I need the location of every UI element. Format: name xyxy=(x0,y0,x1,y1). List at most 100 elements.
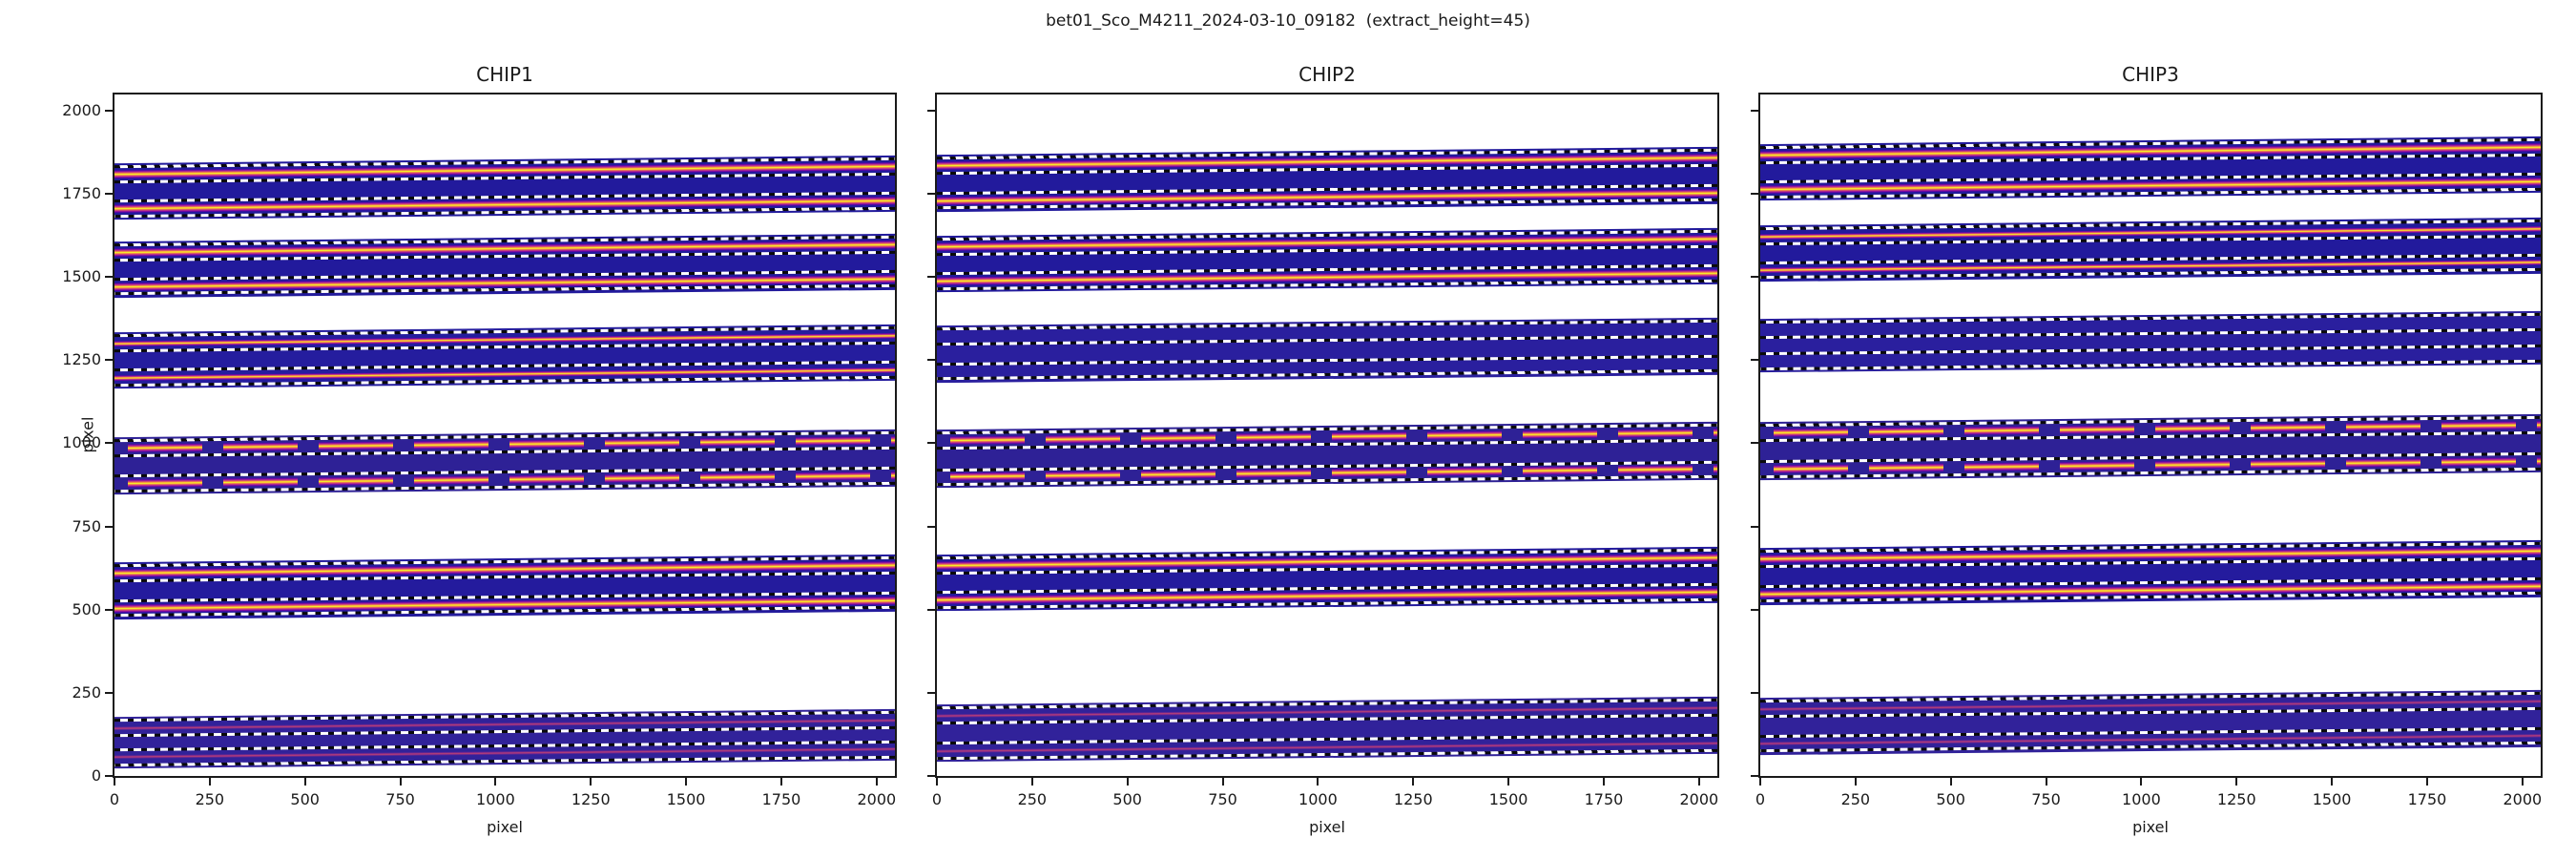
x-tick xyxy=(2521,778,2524,786)
chip-axes xyxy=(935,93,1719,778)
x-tick-label: 0 xyxy=(109,790,120,808)
order-band xyxy=(114,324,895,389)
extraction-edge-line xyxy=(937,368,1717,381)
order-band xyxy=(937,146,1717,212)
x-tick-label: 750 xyxy=(1208,790,1237,808)
order-band xyxy=(1760,539,2541,605)
x-tick-label: 250 xyxy=(1017,790,1048,808)
x-tick xyxy=(1854,778,1857,786)
x-axis-label: pixel xyxy=(487,818,523,836)
x-tick-label: 500 xyxy=(1936,790,1965,808)
x-tick-label: 1500 xyxy=(666,790,706,808)
x-tick xyxy=(1507,778,1510,786)
x-tick xyxy=(1949,778,1952,786)
x-tick xyxy=(2045,778,2047,786)
chip-title: CHIP2 xyxy=(1298,63,1356,86)
x-tick xyxy=(779,778,782,786)
x-tick-label: 1250 xyxy=(571,790,611,808)
x-tick-label: 750 xyxy=(385,790,415,808)
y-tick-label: 1250 xyxy=(62,350,101,369)
order-band xyxy=(937,227,1717,292)
order-band xyxy=(1760,689,2541,756)
x-tick-label: 1000 xyxy=(2122,790,2161,808)
x-tick xyxy=(936,778,938,786)
x-tick xyxy=(2425,778,2428,786)
extraction-edge-line xyxy=(937,334,1717,346)
x-tick-label: 2000 xyxy=(2503,790,2543,808)
y-tick xyxy=(927,359,935,362)
x-tick-label: 1250 xyxy=(1393,790,1433,808)
order-band xyxy=(1760,136,2541,201)
y-tick xyxy=(1751,525,1758,528)
x-tick-label: 750 xyxy=(2031,790,2061,808)
y-tick-label: 1750 xyxy=(62,183,101,202)
extraction-edge-line xyxy=(1760,328,2541,340)
y-tick xyxy=(105,109,113,112)
chip-axes xyxy=(113,93,897,778)
x-tick-label: 1250 xyxy=(2216,790,2256,808)
x-tick-label: 2000 xyxy=(1679,790,1719,808)
x-tick-label: 250 xyxy=(195,790,225,808)
y-tick xyxy=(1751,775,1758,777)
order-band xyxy=(114,708,895,768)
x-tick xyxy=(303,778,306,786)
y-tick xyxy=(1751,359,1758,362)
y-tick xyxy=(105,192,113,195)
y-tick xyxy=(105,276,113,279)
order-band xyxy=(937,421,1717,489)
y-tick-label: 500 xyxy=(72,599,101,618)
x-tick-label: 500 xyxy=(290,790,320,808)
order-band xyxy=(937,547,1717,612)
y-tick xyxy=(1751,276,1758,279)
x-tick xyxy=(2140,778,2143,786)
y-tick-label: 750 xyxy=(72,516,101,535)
order-band xyxy=(1760,311,2541,373)
order-band xyxy=(937,317,1717,383)
x-tick xyxy=(1759,778,1761,786)
y-tick xyxy=(105,442,113,445)
y-tick-label: 0 xyxy=(91,766,101,785)
y-tick xyxy=(105,691,113,694)
y-tick-label: 1000 xyxy=(62,433,101,452)
x-tick xyxy=(399,778,402,786)
y-tick-label: 1500 xyxy=(62,267,101,286)
chip-title: CHIP3 xyxy=(2122,63,2179,86)
x-tick xyxy=(1697,778,1700,786)
extraction-edge-line xyxy=(1760,345,2541,357)
y-tick xyxy=(927,525,935,528)
y-tick xyxy=(1751,192,1758,195)
x-tick xyxy=(208,778,211,786)
y-tick xyxy=(1751,109,1758,112)
order-band xyxy=(114,554,895,619)
order-band xyxy=(114,429,895,495)
y-tick xyxy=(105,359,113,362)
y-tick xyxy=(927,276,935,279)
x-tick-label: 1000 xyxy=(476,790,515,808)
y-tick xyxy=(1751,608,1758,611)
x-tick xyxy=(1221,778,1224,786)
x-tick xyxy=(1030,778,1033,786)
y-tick-label: 250 xyxy=(72,682,101,702)
x-tick xyxy=(875,778,878,786)
order-band xyxy=(114,155,895,220)
x-axis-label: pixel xyxy=(1309,818,1345,836)
y-tick xyxy=(927,775,935,777)
x-tick-label: 1750 xyxy=(1584,790,1624,808)
y-tick xyxy=(927,608,935,611)
y-tick xyxy=(105,608,113,611)
y-tick xyxy=(1751,691,1758,694)
x-tick xyxy=(1412,778,1415,786)
x-tick xyxy=(685,778,688,786)
x-tick-label: 1000 xyxy=(1298,790,1338,808)
order-band xyxy=(1760,413,2541,480)
x-tick-label: 1750 xyxy=(2407,790,2447,808)
x-tick xyxy=(1602,778,1605,786)
y-tick xyxy=(1751,442,1758,445)
x-tick-label: 250 xyxy=(1840,790,1871,808)
x-tick xyxy=(1126,778,1129,786)
x-tick-label: 0 xyxy=(1755,790,1766,808)
x-tick-label: 500 xyxy=(1112,790,1142,808)
extraction-edge-line xyxy=(937,354,1717,366)
order-band xyxy=(1760,217,2541,282)
